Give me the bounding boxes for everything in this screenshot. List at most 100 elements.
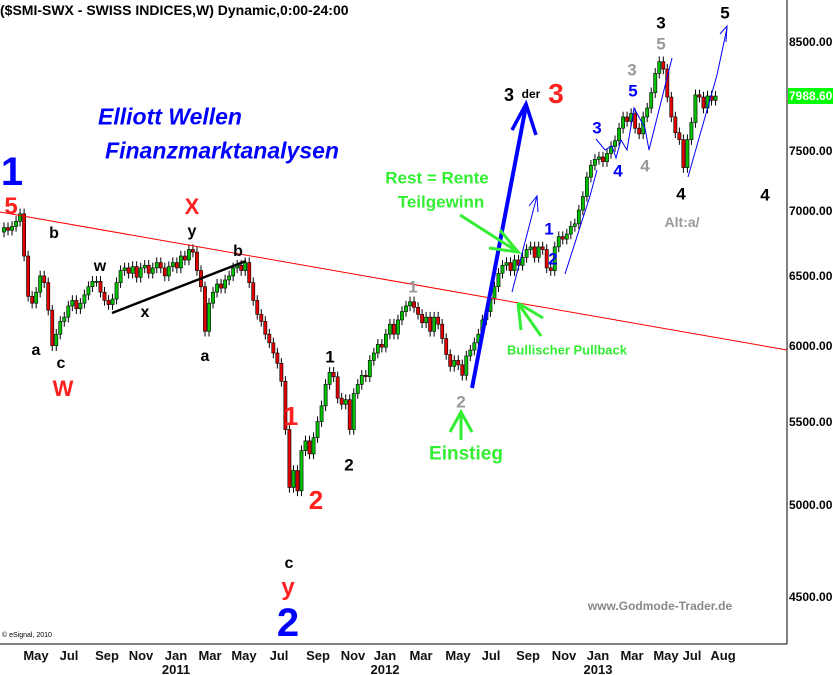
x-tick-label: Jul	[59, 648, 79, 663]
candle	[86, 286, 91, 296]
chart-title: ($SMI-SWX - SWISS INDICES,W) Dynamic,0:0…	[0, 2, 349, 18]
candle	[544, 249, 549, 269]
candle	[524, 249, 529, 258]
candle	[82, 294, 87, 304]
wave-label: 3	[548, 78, 564, 109]
candle	[400, 311, 404, 321]
candle	[227, 275, 232, 281]
candle	[500, 264, 505, 274]
candle	[347, 399, 352, 430]
wave-label: 4	[676, 184, 686, 204]
y-tick-label: 5000.00	[789, 497, 833, 512]
candle	[436, 316, 441, 325]
candle	[408, 301, 412, 307]
x-tick-label: Mar	[409, 648, 433, 663]
wave-label: 4	[760, 185, 770, 205]
green-arrows	[448, 213, 544, 440]
candle	[170, 262, 175, 267]
wave-label: y	[281, 574, 295, 601]
candle	[178, 255, 183, 269]
candle	[2, 227, 6, 233]
watermark: www.Godmode-Trader.de	[587, 599, 733, 613]
wave-label: W	[52, 376, 74, 401]
candle	[323, 384, 328, 407]
wave-label: c	[56, 355, 66, 372]
candle	[339, 397, 344, 405]
candle	[589, 164, 593, 178]
candle	[693, 94, 698, 123]
candle	[645, 107, 650, 118]
candle	[464, 355, 469, 376]
x-tick-label: Jul	[269, 648, 289, 663]
wave-label: 2	[456, 392, 466, 412]
candle	[508, 262, 513, 271]
candle	[564, 233, 569, 240]
candle	[251, 282, 256, 301]
einstieg-label: Einstieg	[429, 443, 503, 465]
candle	[295, 470, 300, 492]
candle	[661, 61, 666, 70]
candle	[207, 302, 211, 332]
candle	[275, 352, 280, 364]
candle	[504, 262, 509, 266]
candle	[94, 281, 99, 283]
candle	[34, 291, 39, 304]
candle	[279, 363, 284, 382]
candle	[22, 213, 27, 257]
candle	[319, 405, 324, 422]
candle	[428, 316, 433, 332]
wave-label: 2	[548, 249, 558, 269]
candle	[106, 300, 111, 305]
candle	[653, 73, 658, 93]
wave-label: 5	[656, 34, 666, 54]
candle	[58, 321, 63, 335]
candle	[472, 342, 477, 351]
candle	[359, 374, 364, 385]
candle	[669, 96, 674, 118]
candle	[363, 374, 368, 378]
x-tick-label: May	[231, 648, 257, 663]
candle	[540, 246, 545, 250]
candle	[367, 360, 372, 378]
candle	[307, 440, 312, 455]
candle	[689, 122, 694, 140]
wave-label: 1	[0, 150, 24, 194]
wave-label: 2	[276, 601, 300, 645]
candle	[617, 127, 621, 142]
candle	[637, 127, 642, 135]
x-tick-label: Nov	[551, 648, 577, 663]
candle	[126, 267, 131, 274]
candle	[247, 262, 252, 283]
candle	[130, 266, 135, 274]
candle	[657, 61, 662, 74]
x-tick-label: May	[653, 648, 679, 663]
x-tick-label: Jan	[586, 648, 610, 663]
x-year-label: 2013	[583, 662, 613, 675]
wave-label: 3	[503, 85, 515, 105]
candle	[219, 283, 223, 289]
candle	[343, 399, 348, 405]
candle	[223, 279, 228, 289]
wave-label: 1	[283, 401, 299, 431]
candle	[142, 264, 147, 269]
candle	[697, 94, 702, 98]
candle	[468, 349, 473, 357]
candle	[528, 246, 533, 250]
candle	[496, 272, 501, 288]
candle	[70, 300, 75, 307]
candle	[211, 291, 215, 304]
wave-label: y	[187, 223, 197, 240]
wave-label: 3	[627, 60, 637, 80]
candle	[613, 140, 617, 147]
rest-rente-label: Rest = Rente	[385, 168, 489, 188]
x-year-label: 2011	[161, 662, 191, 675]
candle	[154, 262, 159, 269]
candle	[701, 96, 706, 109]
candle	[118, 270, 123, 283]
candle	[452, 360, 457, 367]
candle	[448, 354, 453, 367]
x-tick-label: May	[23, 648, 49, 663]
candle	[50, 309, 55, 347]
x-tick-label: Nov	[340, 648, 366, 663]
